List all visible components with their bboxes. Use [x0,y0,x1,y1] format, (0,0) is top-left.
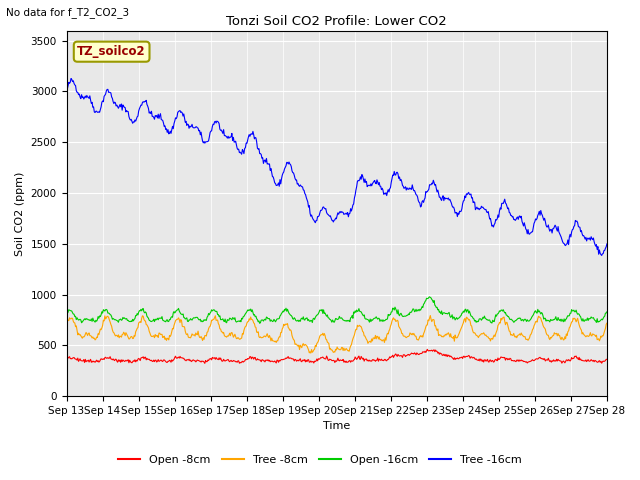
Line: Open -8cm: Open -8cm [67,349,607,363]
Open -8cm [72,356,80,362]
Open -8cm [403,352,411,358]
Tree -16cm [403,185,411,191]
Open -16cm [211,309,219,314]
Open -16cm [426,294,433,300]
Open -16cm [72,317,80,323]
Tree -16cm [67,76,75,82]
Legend: Open -8cm, Tree -8cm, Open -16cm, Tree -16cm: Open -8cm, Tree -8cm, Open -16cm, Tree -… [113,451,527,469]
Open -16cm [256,321,264,326]
Text: No data for f_T2_CO2_3: No data for f_T2_CO2_3 [6,7,129,18]
Tree -8cm [603,320,611,326]
Tree -8cm [72,323,80,329]
Tree -8cm [63,320,70,326]
Line: Tree -16cm: Tree -16cm [67,79,607,255]
Tree -16cm [212,120,220,126]
Open -8cm [63,357,70,363]
Open -16cm [403,312,411,318]
Text: TZ_soilco2: TZ_soilco2 [77,45,146,58]
Open -8cm [128,360,136,366]
Tree -8cm [183,332,191,337]
Tree -8cm [307,350,315,356]
Open -8cm [424,347,431,352]
Tree -8cm [426,312,434,318]
Tree -16cm [129,120,136,126]
Tree -16cm [603,241,611,247]
Open -8cm [201,360,209,366]
Open -16cm [183,315,191,321]
Tree -16cm [63,88,70,94]
Line: Open -16cm: Open -16cm [67,297,607,324]
Open -16cm [128,319,136,324]
Tree -8cm [211,313,219,319]
Tree -16cm [419,198,427,204]
Tree -8cm [403,334,411,340]
Y-axis label: Soil CO2 (ppm): Soil CO2 (ppm) [15,171,25,255]
Open -8cm [419,349,427,355]
Open -8cm [603,357,611,362]
Tree -8cm [128,334,136,339]
Open -16cm [603,309,611,315]
Tree -16cm [184,121,191,127]
X-axis label: Time: Time [323,421,350,432]
Open -16cm [419,305,427,311]
Tree -8cm [419,334,427,340]
Tree -16cm [73,89,81,95]
Title: Tonzi Soil CO2 Profile: Lower CO2: Tonzi Soil CO2 Profile: Lower CO2 [227,15,447,28]
Open -8cm [183,357,191,362]
Tree -16cm [598,252,605,258]
Line: Tree -8cm: Tree -8cm [67,315,607,353]
Open -16cm [63,309,70,315]
Open -8cm [212,355,220,360]
